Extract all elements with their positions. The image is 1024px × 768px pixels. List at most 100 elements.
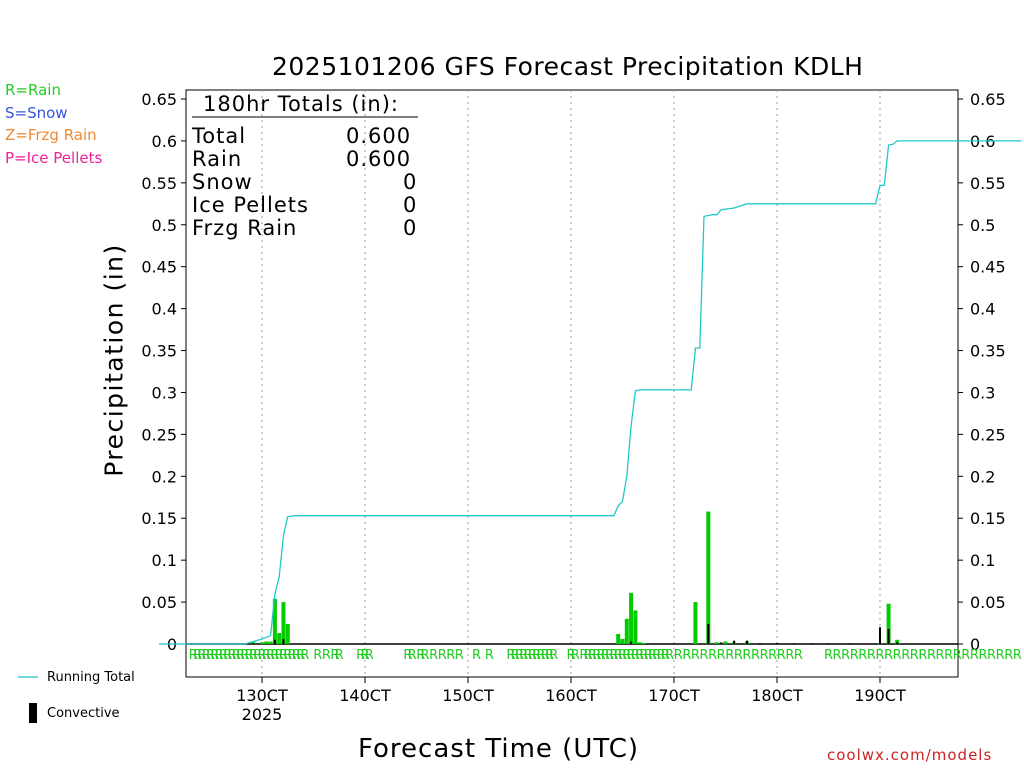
rain-marker: R xyxy=(674,648,683,663)
y-tick-label-left: 0.15 xyxy=(141,509,177,528)
y-tick-label-left: 0.4 xyxy=(152,300,177,319)
rain-bar xyxy=(281,602,286,644)
rain-marker: R xyxy=(232,648,241,663)
rain-bar xyxy=(264,641,269,644)
rain-marker: R xyxy=(210,648,219,663)
rain-bar xyxy=(260,642,264,644)
rain-marker: R xyxy=(240,648,249,663)
rain-bar xyxy=(714,642,719,644)
rain-marker: R xyxy=(734,648,743,663)
x-tick-sublabel: 2025 xyxy=(242,705,283,724)
x-tick-label: 170CT xyxy=(648,686,700,705)
rain-marker: R xyxy=(700,648,709,663)
rain-marker: R xyxy=(270,648,279,663)
rain-marker: R xyxy=(446,648,455,663)
rain-bar xyxy=(895,639,900,644)
convective-bar xyxy=(282,638,285,644)
rain-marker: R xyxy=(313,648,322,663)
rain-marker: R xyxy=(751,648,760,663)
rain-marker: R xyxy=(627,648,636,663)
rain-marker: R xyxy=(455,648,464,663)
rain-marker: R xyxy=(206,648,215,663)
rain-marker: R xyxy=(245,648,254,663)
rain-marker: R xyxy=(219,648,228,663)
rain-bar xyxy=(268,641,273,644)
rain-marker: R xyxy=(511,648,520,663)
rain-marker: R xyxy=(403,648,412,663)
rain-marker: R xyxy=(438,648,447,663)
totals-label-ice-pellets: Ice Pellets xyxy=(192,193,309,217)
rain-marker: R xyxy=(365,648,374,663)
rain-marker: R xyxy=(614,648,623,663)
totals-label-rain: Rain xyxy=(192,147,243,171)
rain-marker: R xyxy=(618,648,627,663)
totals-value-rain: 0.600 xyxy=(346,147,412,171)
rain-marker: R xyxy=(292,648,301,663)
rain-marker: R xyxy=(189,648,198,663)
ptype-legend-snow: S=Snow xyxy=(5,104,68,122)
rain-bar xyxy=(624,618,629,644)
rain-marker: R xyxy=(519,648,528,663)
ptype-legend-ice-pellets: P=Ice Pellets xyxy=(5,149,103,167)
rain-marker: R xyxy=(515,648,524,663)
rain-marker: R xyxy=(1004,648,1013,663)
convective-bar xyxy=(776,643,778,644)
rain-marker: R xyxy=(978,648,987,663)
rain-marker: R xyxy=(777,648,786,663)
rain-marker: R xyxy=(875,648,884,663)
rain-bar xyxy=(633,610,638,644)
rain-marker: R xyxy=(592,648,601,663)
rain-bar xyxy=(629,592,634,644)
rain-marker: R xyxy=(283,648,292,663)
rain-marker: R xyxy=(416,648,425,663)
convective-bar xyxy=(896,642,899,644)
rain-marker: R xyxy=(545,648,554,663)
rain-marker: R xyxy=(996,648,1005,663)
rain-marker: R xyxy=(597,648,606,663)
rain-marker: R xyxy=(717,648,726,663)
rain-marker: R xyxy=(524,648,533,663)
y-axis-label: Precipitation (in) xyxy=(99,243,129,477)
x-tick-label: 180CT xyxy=(751,686,803,705)
rain-bar xyxy=(723,641,728,644)
convective-bar xyxy=(887,628,890,644)
rain-marker: R xyxy=(356,648,365,663)
running-total-line xyxy=(159,140,1022,645)
credit-link[interactable]: coolwx.com/models xyxy=(827,746,993,764)
x-tick-label: 130CT xyxy=(236,686,288,705)
rain-marker: R xyxy=(661,648,670,663)
rain-marker: R xyxy=(644,648,653,663)
rain-marker: R xyxy=(785,648,794,663)
rain-marker: R xyxy=(485,648,494,663)
y-tick-label-left: 0.55 xyxy=(141,174,177,193)
rain-marker: R xyxy=(253,648,262,663)
y-tick-label-left: 0.1 xyxy=(152,551,177,570)
x-tick-label: 140CT xyxy=(339,686,391,705)
y-tick-label-left: 0.45 xyxy=(141,258,177,277)
convective-bar xyxy=(745,640,748,644)
rain-bar xyxy=(285,623,290,644)
rain-marker: R xyxy=(665,648,674,663)
rain-marker: R xyxy=(1013,648,1022,663)
y-tick-label-right: 0.55 xyxy=(970,174,1006,193)
rain-marker: R xyxy=(944,648,953,663)
rain-marker: R xyxy=(360,648,369,663)
rain-marker: R xyxy=(579,648,588,663)
totals-value-ice-pellets: 0 xyxy=(403,193,418,217)
rain-bar xyxy=(641,643,646,644)
rain-marker: R xyxy=(858,648,867,663)
rain-marker: R xyxy=(322,648,331,663)
rain-marker: R xyxy=(197,648,206,663)
rain-marker: R xyxy=(794,648,803,663)
y-tick-label-right: 0.05 xyxy=(970,593,1006,612)
rain-marker: R xyxy=(429,648,438,663)
convective-legend-swatch xyxy=(29,703,37,723)
x-tick-label: 160CT xyxy=(545,686,597,705)
rain-marker: R xyxy=(300,648,309,663)
x-axis-label: Forecast Time (UTC) xyxy=(358,734,640,764)
rain-marker: R xyxy=(901,648,910,663)
totals-header: 180hr Totals (in): xyxy=(203,92,399,116)
rain-marker: R xyxy=(760,648,769,663)
rain-marker: R xyxy=(622,648,631,663)
convective-bar xyxy=(252,643,255,644)
